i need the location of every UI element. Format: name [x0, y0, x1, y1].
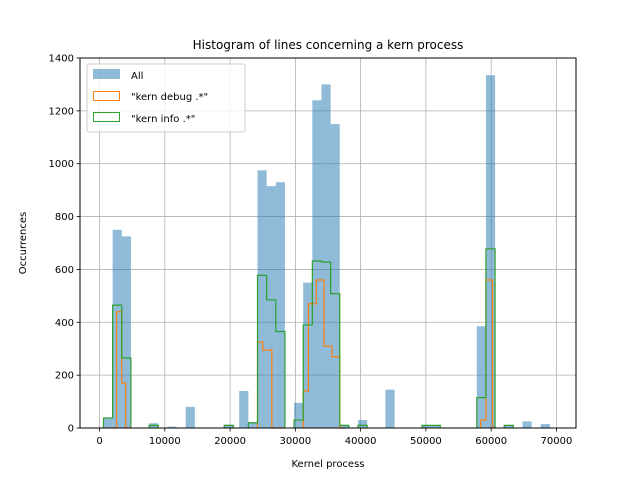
y-axis-ticks: 0 200 400 600 800 1000 1200 1400 — [49, 54, 80, 435]
y-tick-label: 0 — [68, 424, 74, 435]
step-line-2 — [102, 248, 514, 428]
bars-all — [103, 75, 550, 429]
histogram-bar — [339, 424, 349, 428]
x-tick-label: 60000 — [475, 436, 507, 447]
x-tick-label: 40000 — [345, 436, 377, 447]
histogram-bar — [385, 389, 395, 428]
y-tick-label: 1200 — [49, 106, 74, 117]
histogram-bar — [358, 420, 368, 428]
legend-label-all: All — [131, 71, 143, 82]
y-tick-label: 1400 — [49, 54, 74, 65]
y-tick-label: 200 — [55, 371, 74, 382]
histogram-bar — [330, 124, 340, 429]
legend-swatch-all — [93, 69, 120, 79]
histogram-bar — [112, 229, 122, 428]
y-tick-label: 800 — [55, 212, 74, 223]
histogram-bar — [121, 236, 131, 428]
histogram-bar — [239, 391, 249, 428]
histogram-bar — [522, 421, 532, 428]
x-axis-label: Kernel process — [291, 459, 364, 470]
y-tick-label: 600 — [55, 265, 74, 276]
x-tick-label: 0 — [96, 436, 102, 447]
y-axis-label: Occurrences — [18, 212, 29, 274]
legend-swatch-kern-debug — [93, 91, 120, 101]
histogram-bar — [303, 282, 313, 428]
histogram-bar — [421, 425, 432, 428]
histogram-bar — [224, 424, 234, 428]
x-tick-label: 30000 — [279, 436, 311, 447]
plot-frame — [79, 57, 577, 429]
histogram-bar — [540, 424, 550, 428]
histogram-bar — [275, 182, 285, 428]
legend: All "kern debug .*" "kern info .*" — [86, 63, 246, 133]
histogram-bar — [485, 75, 496, 428]
histogram-bar — [321, 84, 331, 428]
histogram-bar — [167, 426, 177, 428]
histogram-bar — [312, 100, 322, 429]
x-tick-label: 10000 — [149, 436, 181, 447]
legend-label-kern-debug: "kern debug .*" — [131, 92, 208, 103]
histogram-bar — [504, 425, 514, 428]
chart-title: Histogram of lines concerning a kern pro… — [193, 38, 464, 52]
legend-label-kern-info: "kern info .*" — [131, 114, 195, 125]
histogram-bar — [431, 425, 441, 428]
histogram-bar — [266, 186, 276, 428]
x-tick-label: 50000 — [410, 436, 442, 447]
y-tick-label: 1000 — [49, 159, 74, 170]
histogram-bar — [294, 402, 304, 428]
y-tick-label: 400 — [55, 318, 74, 329]
histogram-bar — [103, 417, 113, 428]
x-axis-ticks: 0 10000 20000 30000 40000 50000 60000 70000 — [96, 428, 572, 447]
legend-box — [86, 63, 246, 133]
histogram-bar — [257, 170, 267, 429]
x-tick-label: 70000 — [541, 436, 573, 447]
histogram-bar — [248, 422, 258, 428]
histogram-bar — [476, 326, 486, 428]
step-series — [102, 248, 514, 429]
x-tick-label: 20000 — [214, 436, 246, 447]
legend-swatch-kern-info — [93, 112, 120, 122]
histogram-bar — [185, 406, 195, 428]
